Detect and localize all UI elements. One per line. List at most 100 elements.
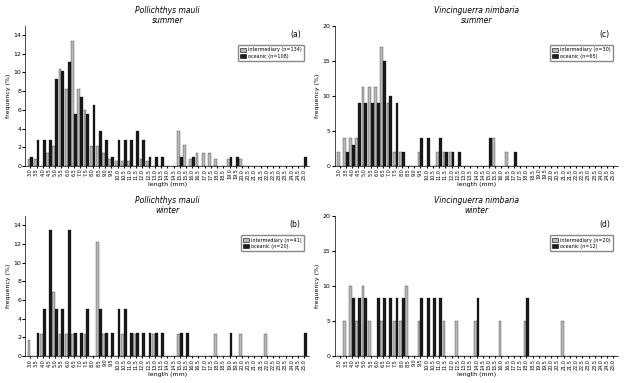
Bar [514,152,517,166]
Bar [121,334,124,356]
Bar [374,87,377,166]
Bar [381,47,383,166]
Bar [74,333,77,356]
Bar [305,333,307,356]
Text: (a): (a) [290,30,301,39]
Bar [343,321,346,356]
Bar [40,334,43,356]
Bar [105,140,108,166]
Bar [102,334,105,356]
Bar [358,103,361,166]
Bar [67,230,71,356]
Title: Vincinguerra nimbaria
summer: Vincinguerra nimbaria summer [434,6,519,25]
Bar [27,159,31,166]
Bar [65,334,67,356]
Bar [399,321,402,356]
Bar [421,298,423,356]
Bar [27,340,31,356]
Bar [356,321,358,356]
Bar [52,293,56,356]
Y-axis label: frequency (%): frequency (%) [314,264,319,308]
Bar [74,114,77,166]
Bar [427,138,429,166]
Bar [349,286,352,356]
Text: (d): (d) [599,220,610,229]
Bar [152,334,155,356]
Bar [236,157,238,166]
Bar [349,138,352,166]
Bar [239,334,242,356]
Legend: intermediary (n=20), oceanic (n=12): intermediary (n=20), oceanic (n=12) [550,235,613,251]
Bar [405,286,408,356]
Bar [86,114,89,166]
Bar [80,97,83,166]
Bar [124,140,127,166]
Legend: intermediary (n=41), oceanic (n=20): intermediary (n=41), oceanic (n=20) [241,235,304,251]
Bar [71,334,74,356]
Title: Pollichthys mauli
winter: Pollichthys mauli winter [135,196,200,215]
Bar [208,153,211,166]
Bar [186,333,189,356]
Bar [239,159,242,166]
Bar [202,153,205,166]
Bar [524,321,526,356]
Bar [377,103,380,166]
Bar [115,161,117,166]
Bar [177,334,180,356]
Bar [368,87,371,166]
Bar [392,321,396,356]
Bar [59,69,62,166]
Bar [149,333,152,356]
Bar [92,105,95,166]
Bar [46,153,49,166]
Bar [117,309,120,356]
Y-axis label: frequency (%): frequency (%) [6,74,11,118]
Bar [230,157,232,166]
Bar [105,333,108,356]
Bar [452,152,454,166]
Bar [65,89,67,166]
Bar [343,138,346,166]
Bar [62,309,64,356]
Bar [31,157,33,166]
Bar [399,152,402,166]
Bar [59,334,62,356]
Bar [492,138,495,166]
Title: Vincinguerra nimbaria
winter: Vincinguerra nimbaria winter [434,196,519,215]
Bar [183,145,186,166]
Bar [180,157,183,166]
Bar [121,161,124,166]
X-axis label: length (mm): length (mm) [457,372,496,377]
Bar [364,298,368,356]
Bar [134,334,136,356]
Bar [356,138,358,166]
Bar [455,321,458,356]
Bar [458,152,461,166]
Bar [362,286,364,356]
Bar [96,146,99,166]
Bar [442,152,446,166]
Bar [417,152,421,166]
Bar [127,161,130,166]
Bar [358,298,361,356]
Bar [62,70,64,166]
Y-axis label: frequency (%): frequency (%) [314,74,319,118]
Bar [149,157,152,166]
Bar [402,298,404,356]
Bar [155,157,158,166]
Legend: intermediary (n=134), oceanic (n=108): intermediary (n=134), oceanic (n=108) [238,45,304,61]
Bar [346,152,349,166]
Bar [439,138,442,166]
Bar [102,153,105,166]
Bar [37,333,39,356]
Bar [417,321,421,356]
Bar [377,298,380,356]
Bar [109,159,111,166]
Bar [49,140,52,166]
Bar [446,152,448,166]
Bar [439,298,442,356]
Bar [561,321,563,356]
Bar [352,298,355,356]
Bar [67,62,71,166]
Bar [142,333,145,356]
